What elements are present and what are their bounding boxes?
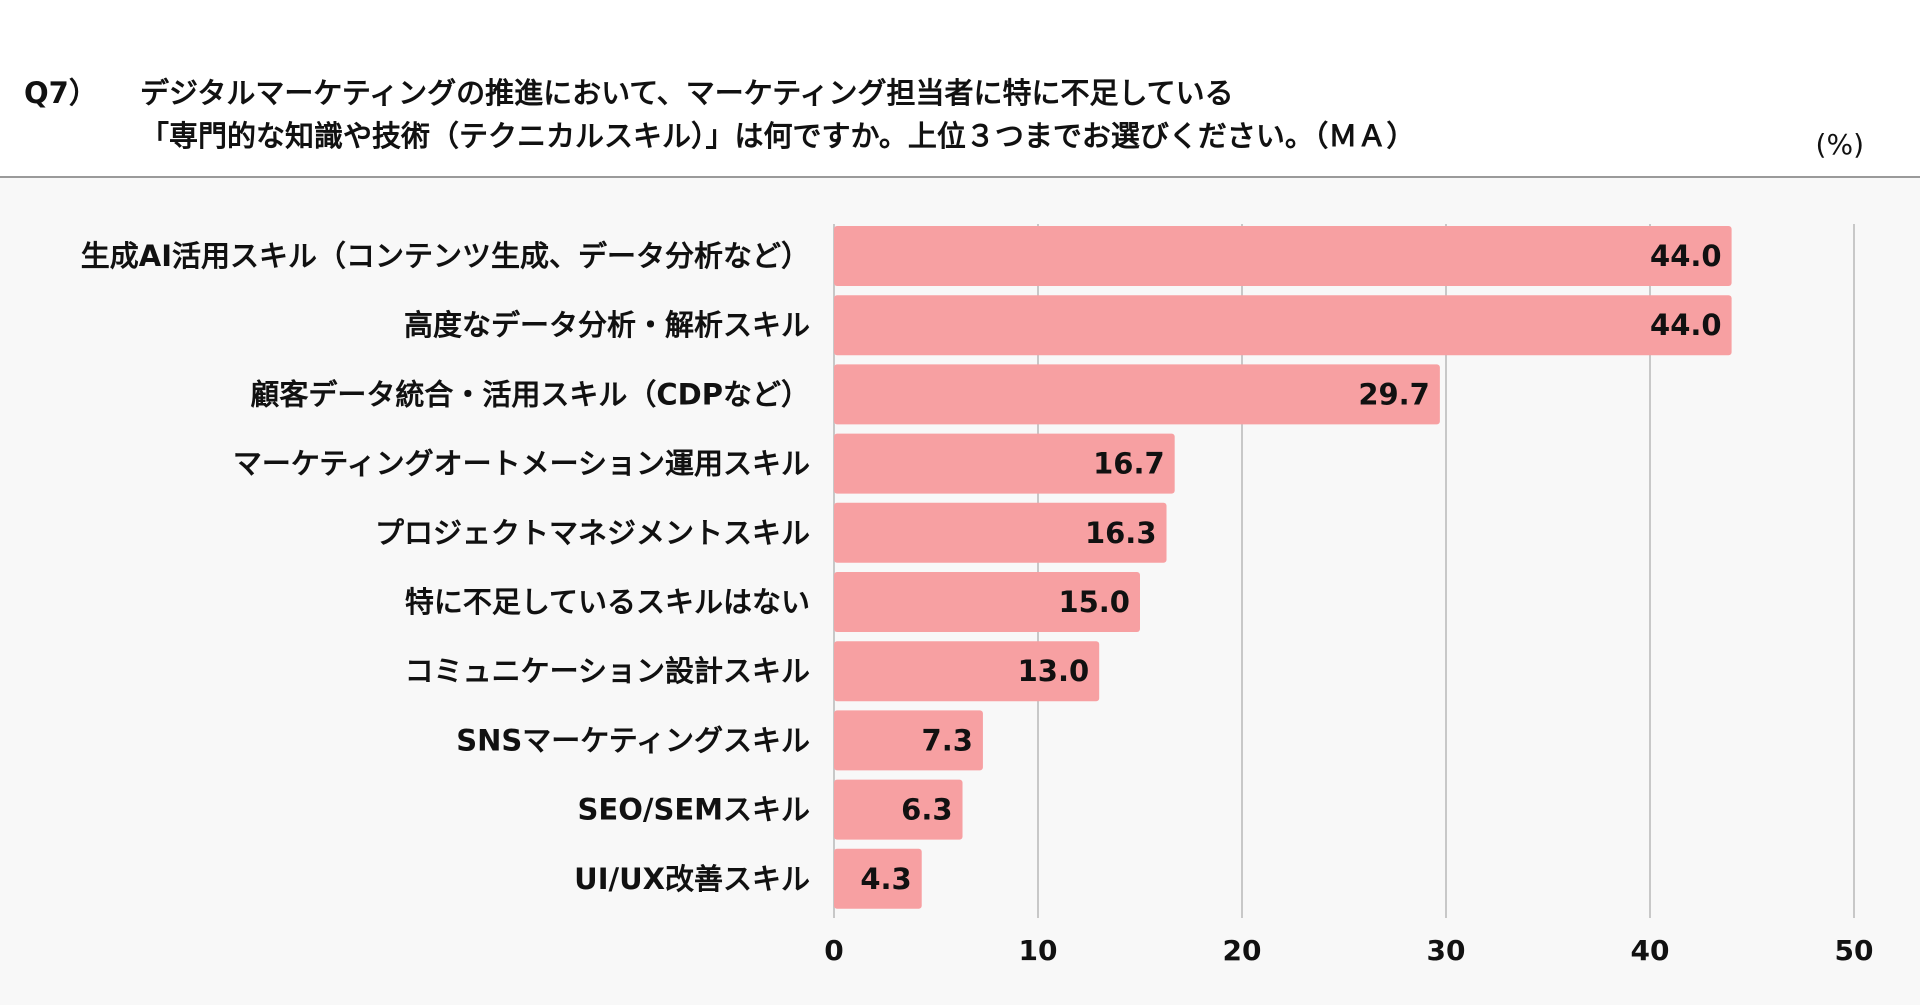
data-label: 16.3 (1085, 516, 1157, 550)
bar (834, 433, 1175, 494)
header-divider (0, 176, 1920, 178)
bar (834, 641, 1100, 702)
category-label: マーケティングオートメーション運用スキル (233, 447, 810, 481)
category-label: SEO/SEMスキル (578, 793, 811, 827)
bar (834, 295, 1732, 356)
bar (834, 364, 1440, 425)
data-label: 13.0 (1018, 654, 1090, 688)
unit-label: (%) (1815, 128, 1864, 161)
bar (834, 710, 983, 771)
category-label: SNSマーケティングスキル (456, 723, 810, 757)
chart-header: Q7） デジタルマーケティングの推進において、マーケティング担当者に特に不足して… (0, 0, 1920, 176)
data-label: 16.7 (1093, 447, 1165, 481)
category-label: プロジェクトマネジメントスキル (375, 516, 810, 550)
data-label: 6.3 (901, 793, 952, 827)
question-text-line2: 「専門的な知識や技術（テクニカルスキル）」は何ですか。上位３つまでお選びください… (140, 119, 1416, 153)
bar (834, 502, 1167, 563)
data-label: 7.3 (922, 723, 973, 757)
category-label: コミュニケーション設計スキル (405, 654, 810, 688)
data-label: 4.3 (860, 862, 911, 896)
category-label: UI/UX改善スキル (574, 862, 810, 896)
x-tick-label: 50 (1835, 934, 1874, 967)
question-number: Q7） (24, 76, 98, 110)
bar (834, 848, 922, 909)
x-tick-label: 0 (824, 934, 843, 967)
x-tick-label: 40 (1631, 934, 1670, 967)
category-label: 顧客データ統合・活用スキル（CDPなど） (250, 377, 810, 411)
category-label: 生成AI活用スキル（コンテンツ生成、データ分析など） (81, 239, 810, 273)
bar (834, 572, 1140, 632)
category-label: 特に不足しているスキルはない (405, 585, 810, 619)
x-tick-label: 30 (1427, 934, 1466, 967)
data-label: 44.0 (1650, 308, 1722, 342)
x-tick-label: 20 (1223, 934, 1262, 967)
data-label: 44.0 (1650, 239, 1722, 273)
category-label: 高度なデータ分析・解析スキル (404, 308, 810, 342)
bar (834, 779, 963, 840)
bar-chart: 44.0 生成AI活用スキル（コンテンツ生成、データ分析など） 44.0 高度なデータ… (81, 224, 1874, 967)
bar (834, 226, 1732, 286)
x-tick-label: 10 (1019, 934, 1058, 967)
data-label: 29.7 (1358, 377, 1430, 411)
question-text-line1: デジタルマーケティングの推進において、マーケティング担当者に特に不足している (140, 76, 1234, 110)
chart-area: 44.0 生成AI活用スキル（コンテンツ生成、データ分析など） 44.0 高度なデータ… (0, 178, 1920, 1005)
data-label: 15.0 (1058, 585, 1130, 619)
